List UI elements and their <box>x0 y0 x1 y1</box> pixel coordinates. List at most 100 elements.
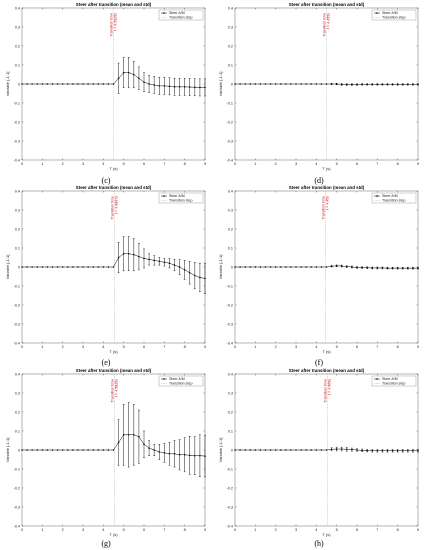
data-point <box>325 83 328 85</box>
y-tick-label: -0.2 <box>13 120 20 124</box>
x-tick-label: 8 <box>397 162 399 166</box>
data-point <box>300 83 302 85</box>
chart-c-svg: Steer after transition (mean and std) -0.… <box>5 2 206 171</box>
x-tick-label: 9 <box>417 162 419 166</box>
data-point <box>133 253 135 256</box>
legend-box <box>371 375 417 387</box>
data-point <box>320 449 323 451</box>
data-point <box>300 449 302 451</box>
data-point <box>239 83 241 85</box>
data-point <box>204 86 206 89</box>
data-point <box>341 83 343 86</box>
transition-label: t = 4.45s <box>325 196 329 210</box>
x-tick-label: 9 <box>204 528 206 532</box>
data-point <box>102 449 105 451</box>
y-tick-label: 0.4 <box>15 6 20 10</box>
data-point <box>194 86 196 88</box>
data-point <box>36 83 38 85</box>
data-point <box>285 449 287 451</box>
data-point <box>41 266 44 268</box>
legend-label-transition: Transition step <box>169 382 192 386</box>
data-point <box>269 266 272 268</box>
x-tick-label: 4 <box>315 528 317 532</box>
data-point <box>366 449 368 452</box>
x-tick-label: 8 <box>184 162 186 166</box>
data-point <box>122 252 125 255</box>
data-point <box>310 266 312 268</box>
data-point <box>92 83 94 85</box>
data-point <box>178 266 181 268</box>
data-point <box>391 83 394 86</box>
transition-label: Transition time <box>323 13 327 36</box>
data-point <box>31 266 33 268</box>
data-point <box>407 267 409 269</box>
data-point <box>386 83 389 86</box>
transition-label: Transition time <box>111 379 115 402</box>
data-point <box>128 71 130 74</box>
data-point <box>290 449 292 451</box>
data-point <box>77 266 79 268</box>
y-tick-label: -0.1 <box>13 101 20 105</box>
data-point <box>412 83 414 86</box>
x-tick-label: 1 <box>254 162 256 166</box>
data-point <box>244 449 246 451</box>
data-point <box>320 266 323 268</box>
x-tick-label: 3 <box>82 162 84 166</box>
data-point <box>335 265 338 267</box>
data-point <box>26 83 28 85</box>
data-point <box>173 264 176 266</box>
data-point <box>97 266 99 268</box>
data-point <box>239 266 241 268</box>
transition-label: t = 4.6807s <box>115 196 119 214</box>
data-point <box>264 83 267 85</box>
caption-h: (h) <box>314 539 324 548</box>
x-tick-label: 3 <box>82 345 84 349</box>
data-point <box>26 449 28 451</box>
data-point <box>72 83 74 85</box>
x-tick-label: 9 <box>204 345 206 349</box>
data-point <box>153 449 155 451</box>
y-tick-label: -0.1 <box>13 467 20 471</box>
x-tick-label: 3 <box>295 162 297 166</box>
data-point <box>128 434 130 436</box>
y-tick-label: -0.1 <box>13 284 20 288</box>
data-point <box>320 83 323 85</box>
y-tick-label: -0.3 <box>13 322 20 326</box>
x-tick-label: 6 <box>356 528 358 532</box>
data-point <box>285 83 287 85</box>
data-point <box>371 450 373 452</box>
data-point <box>396 83 399 86</box>
x-tick-label: 4 <box>315 162 317 166</box>
data-point <box>244 83 246 85</box>
data-point <box>143 443 145 446</box>
data-point <box>158 260 160 263</box>
data-point <box>249 83 251 85</box>
y-tick-label: 0 <box>231 82 233 86</box>
x-tick-label: 8 <box>184 528 186 532</box>
x-axis-label: T (s) <box>322 166 331 171</box>
data-point <box>189 86 191 88</box>
data-point <box>72 266 74 268</box>
x-tick-label: 6 <box>143 345 145 349</box>
data-point <box>412 267 414 269</box>
data-point <box>371 267 373 269</box>
y-tick-label: -0.1 <box>226 467 233 471</box>
transition-label: t = 4.455s <box>327 13 331 29</box>
chart-e-svg: Steer after transition (mean and std) -0.… <box>5 185 206 354</box>
data-point <box>234 83 236 85</box>
data-point <box>143 257 145 260</box>
x-tick-label: 4 <box>315 345 317 349</box>
x-tick-label: 4 <box>102 162 104 166</box>
data-point <box>87 449 89 451</box>
x-tick-label: 7 <box>163 162 165 166</box>
x-tick-label: 1 <box>41 345 43 349</box>
data-point <box>92 449 94 451</box>
x-tick-label: 2 <box>62 162 64 166</box>
data-point <box>199 86 201 89</box>
x-tick-label: 2 <box>62 345 64 349</box>
data-point <box>356 83 358 86</box>
x-tick-label: 4 <box>102 528 104 532</box>
data-point <box>102 266 105 268</box>
data-point <box>67 266 69 268</box>
transition-label: Transition time <box>321 196 325 219</box>
